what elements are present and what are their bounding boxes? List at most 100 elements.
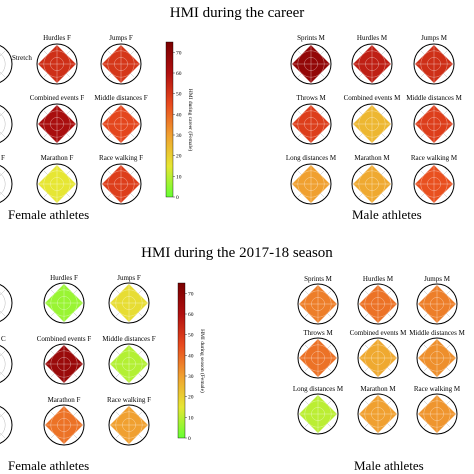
radar-spoke	[0, 371, 7, 379]
radar-panel-long-distances-m: Long distances M	[286, 154, 337, 205]
radar-panel-label: Middle distances M	[406, 94, 462, 102]
radar-panel-label: Combined events F	[37, 335, 92, 343]
colorbar-tick-label: 30	[176, 133, 182, 139]
radar-panel-middle-distances-m: Middle distances M	[409, 329, 466, 379]
radar-outer-ring	[0, 105, 13, 143]
radar-panel-race-walking-f: Race walking F	[99, 154, 143, 205]
radar-panel-c: C	[0, 335, 13, 383]
colorbar-tick-label: 70	[188, 291, 194, 297]
radar-spoke	[0, 310, 7, 318]
radar-panel-label: Middle distances F	[102, 335, 155, 343]
radar-panel-label: Marathon F	[48, 396, 81, 404]
radar-panel-label: Hurdles F	[43, 34, 71, 42]
radar-panel-race-walking-m: Race walking M	[411, 154, 458, 205]
career-female-label: Female athletes	[8, 207, 89, 222]
radar-spoke	[0, 131, 7, 139]
colorbar-tick-label: 10	[176, 174, 182, 180]
season-male-label: Male athletes	[354, 458, 424, 473]
radar-panel-label: Race walking M	[414, 385, 461, 393]
radar-panel-middle-distances-f: Middle distances F	[94, 94, 148, 145]
radar-panel-throws-m: Throws M	[290, 94, 332, 145]
season-female-label: Female athletes	[8, 458, 89, 473]
radar-panel-unlabeled	[0, 406, 13, 444]
radar-panel-label: Middle distances M	[409, 329, 465, 337]
season-colorbar-bar	[177, 282, 186, 439]
radar-panel-label: Race walking F	[107, 396, 151, 404]
radar-panel-label: Jumps M	[424, 275, 451, 283]
radar-panel-label: F	[1, 154, 5, 162]
radar-grid-ring	[0, 113, 6, 135]
radar-grid-ring	[0, 53, 6, 75]
radar-spoke	[0, 169, 7, 177]
radar-panel-label: Hurdles F	[50, 274, 78, 282]
radar-panel-jumps-m: Jumps M	[416, 275, 458, 325]
radar-panel-hurdles-m: Hurdles M	[351, 34, 393, 85]
radar-panel-stretch: Stretch	[0, 45, 32, 83]
colorbar-tick-label: 70	[176, 50, 182, 56]
career-title: HMI during the career	[170, 5, 305, 21]
colorbar-tick-label: 0	[188, 436, 191, 442]
radar-spoke	[0, 109, 7, 117]
radar-grid-ring	[0, 414, 6, 436]
radar-panel-label: C	[1, 335, 6, 343]
radar-spoke	[0, 349, 7, 357]
radar-panel-label: Long distances M	[293, 385, 344, 393]
radar-panel-label: Combined events M	[350, 329, 408, 337]
radar-panel-label: Long distances M	[286, 154, 337, 162]
season-radar-panels: Hurdles F Jumps F C Combined events F Middle…	[0, 274, 466, 446]
radar-panel-label: Race walking F	[99, 154, 143, 162]
radar-panel-marathon-f: Marathon F	[43, 396, 85, 446]
season-colorbar: HMI during season (Female) 0 10 20 30 40 50 60…	[177, 282, 206, 442]
radar-panel-label: Combined events F	[30, 94, 85, 102]
radar-panel-label: Middle distances F	[94, 94, 147, 102]
radar-panel-unlabeled	[0, 284, 13, 322]
radar-panel-race-walking-f: Race walking F	[107, 396, 151, 446]
colorbar-tick-label: 50	[188, 333, 194, 339]
radar-panel-label: Jumps M	[421, 34, 448, 42]
radar-panel-label: Jumps F	[109, 34, 133, 42]
radar-panel-middle-distances-f: Middle distances F	[102, 335, 156, 385]
radar-spoke	[0, 410, 7, 418]
colorbar-tick-label: 60	[176, 71, 182, 77]
radar-panel-hurdles-m: Hurdles M	[357, 275, 399, 325]
colorbar-tick-label: 40	[188, 353, 194, 359]
radar-panel-throws-m: Throws M	[297, 329, 339, 379]
season-title: HMI during the 2017-18 season	[141, 245, 333, 261]
radar-outer-ring	[0, 45, 13, 83]
radar-panel-middle-distances-m: Middle distances M	[406, 94, 463, 145]
colorbar-tick-label: 10	[188, 415, 194, 421]
radar-panel-f: F	[0, 154, 13, 203]
radar-panel-sprints-m: Sprints M	[290, 34, 332, 85]
radar-panel-label: Sprints M	[304, 275, 333, 283]
radar-outer-ring	[0, 406, 13, 444]
radar-panel-label: Marathon M	[360, 385, 396, 393]
colorbar-tick-label: 50	[176, 92, 182, 98]
radar-panel-label: Race walking M	[411, 154, 458, 162]
career-colorbar-label: HMI during career (Female)	[187, 89, 194, 152]
radar-panel-long-distances-m: Long distances M	[293, 385, 344, 435]
radar-panel-jumps-m: Jumps M	[413, 34, 455, 85]
radar-outer-ring	[0, 165, 13, 203]
radar-spoke	[0, 71, 7, 79]
career-male-label: Male athletes	[352, 207, 422, 222]
colorbar-tick-label: 0	[176, 195, 179, 201]
radar-panel-label: Throws M	[296, 94, 326, 102]
radar-outer-ring	[0, 284, 13, 322]
radar-panel-unlabeled	[0, 105, 13, 143]
radar-panel-jumps-f: Jumps F	[100, 34, 142, 85]
radar-panel-combined-events-m: Combined events M	[350, 329, 408, 379]
colorbar-tick-label: 20	[176, 154, 182, 160]
radar-panel-marathon-m: Marathon M	[351, 154, 393, 205]
radar-panel-label: Throws M	[303, 329, 333, 337]
season-colorbar-label: HMI during season (Female)	[199, 329, 206, 393]
radar-panel-label: Hurdles M	[357, 34, 388, 42]
radar-panel-label: Hurdles M	[363, 275, 394, 283]
career-colorbar: HMI during career (Female) 0 10 20 30 40 50 60…	[165, 41, 194, 201]
colorbar-tick-label: 30	[188, 374, 194, 380]
radar-panel-label: Marathon M	[354, 154, 390, 162]
radar-panel-combined-events-f: Combined events F	[37, 335, 92, 385]
radar-grid-ring	[0, 353, 6, 375]
radar-panel-label: Sprints M	[297, 34, 326, 42]
colorbar-tick-label: 20	[188, 395, 194, 401]
